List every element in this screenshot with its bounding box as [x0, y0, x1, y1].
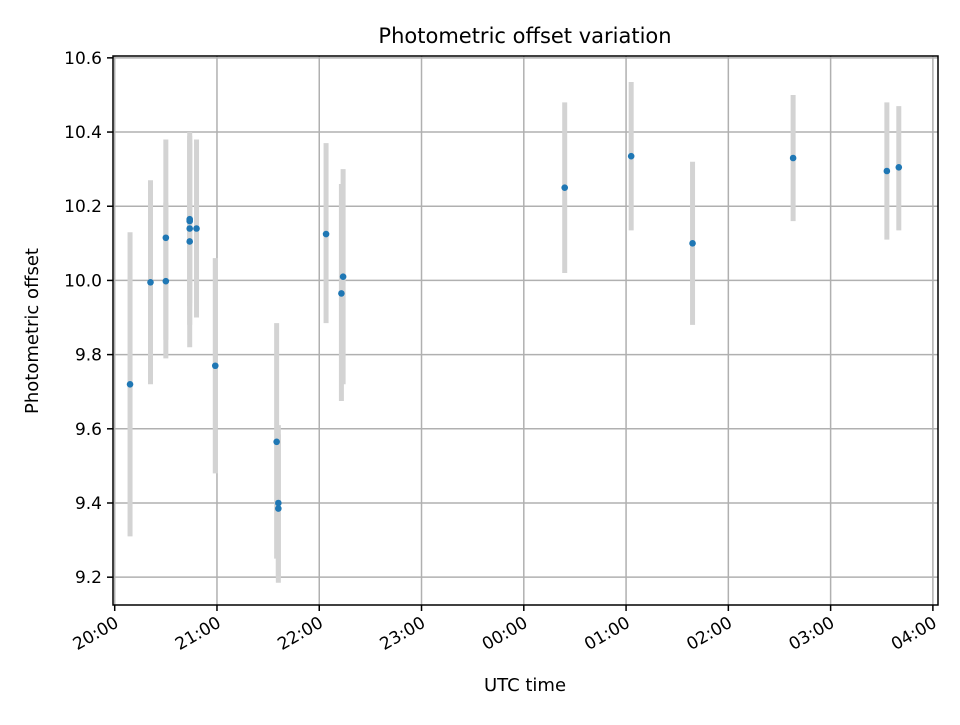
grid — [113, 56, 938, 605]
y-tick-label: 10.6 — [64, 49, 102, 69]
data-point — [338, 290, 345, 297]
y-tick-label: 10.2 — [64, 197, 102, 217]
data-point — [883, 167, 891, 175]
y-axis-ticks: 9.2 9.4 9.6 9.8 10.0 10.2 10.4 10.6 — [64, 49, 113, 588]
data-point — [789, 154, 797, 162]
data-point — [147, 278, 154, 286]
y-tick-label: 9.8 — [75, 346, 102, 366]
data-point — [561, 184, 569, 191]
data-point — [162, 277, 170, 285]
data-point — [186, 225, 194, 232]
y-tick-label: 10.0 — [64, 271, 102, 291]
data-point — [193, 225, 200, 232]
data-point — [339, 273, 347, 281]
y-tick-label: 10.4 — [64, 123, 102, 143]
y-axis-label: Photometric offset — [22, 248, 43, 414]
chart-title: Photometric offset variation — [378, 24, 671, 48]
data-points — [126, 152, 903, 512]
data-point — [273, 438, 280, 446]
data-point — [895, 163, 903, 171]
y-tick-label: 9.2 — [75, 568, 102, 588]
data-point — [186, 238, 194, 245]
x-axis-label: UTC time — [484, 675, 566, 696]
data-point — [627, 152, 635, 160]
data-point — [275, 505, 282, 512]
data-point — [186, 217, 194, 225]
y-tick-label: 9.6 — [75, 420, 102, 440]
data-point — [322, 230, 330, 238]
y-tick-label: 9.4 — [75, 494, 102, 514]
axes-frame — [112, 55, 939, 606]
data-point — [275, 499, 282, 507]
data-point — [211, 362, 219, 370]
data-point — [126, 380, 134, 388]
data-point — [162, 234, 170, 242]
data-point — [689, 240, 696, 247]
